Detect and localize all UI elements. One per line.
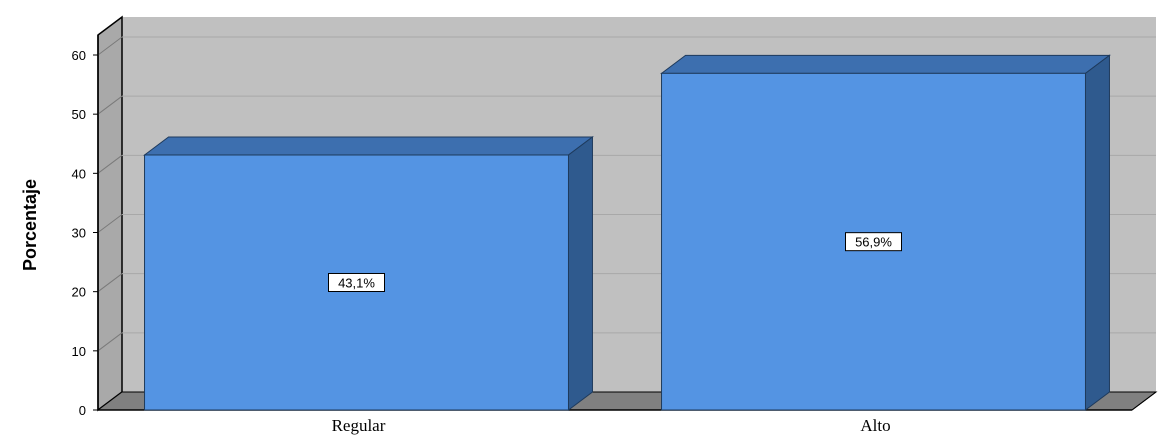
y-tick-label: 40: [72, 166, 86, 181]
gridline-depth: [97, 214, 123, 233]
data-label: 56,9%: [855, 235, 892, 250]
gridline-depth: [97, 154, 123, 174]
y-tick-label: 50: [72, 107, 86, 122]
gridline-depth: [97, 36, 123, 56]
y-tick-label: 20: [72, 285, 86, 300]
gridline-depth: [97, 332, 123, 352]
left-wall: [97, 15, 123, 412]
floor-edge: [1131, 391, 1157, 411]
bar-side: [567, 135, 593, 411]
x-tick-label: Regular: [332, 416, 386, 435]
gridline-depth: [97, 95, 123, 115]
data-label-box: [328, 272, 385, 292]
bar-top: [660, 54, 1111, 74]
data-label: 43,1%: [338, 275, 375, 290]
gridline-depth: [97, 273, 123, 293]
y-axis-label: Porcentaje: [20, 179, 40, 271]
data-label-box: [845, 232, 902, 252]
x-tick-label: Alto: [860, 416, 890, 435]
y-tick-label: 60: [72, 48, 86, 63]
bar-side: [1084, 54, 1110, 411]
y-tick-label: 30: [72, 226, 86, 241]
labels: 43,1% Regular 56,9% Alto: [328, 232, 902, 435]
bar-top: [143, 136, 594, 156]
y-tick-label: 10: [72, 344, 86, 359]
y-tick-label: 0: [79, 403, 86, 418]
